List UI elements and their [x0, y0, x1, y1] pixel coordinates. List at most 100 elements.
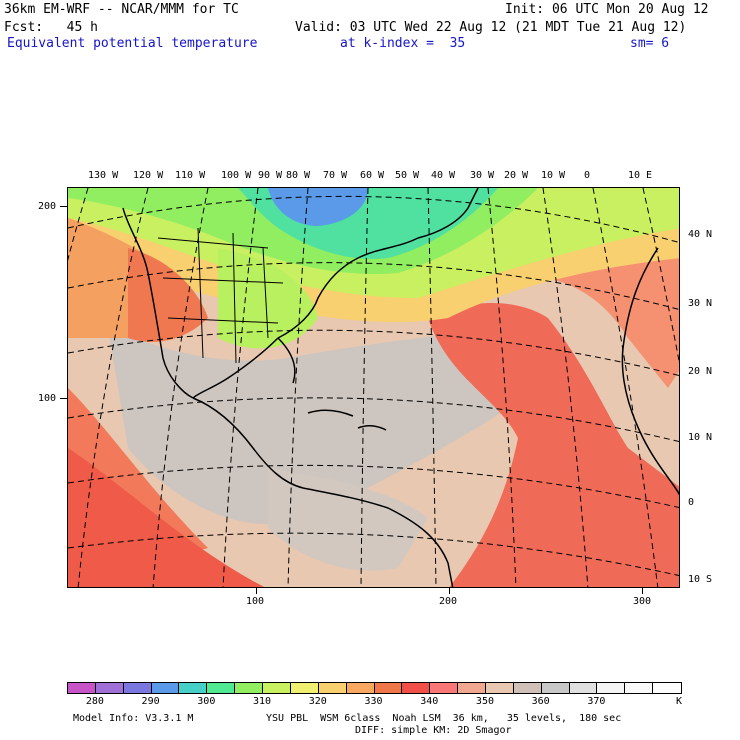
colorbar-swatch — [206, 682, 236, 694]
lon-label: 50 W — [395, 170, 420, 181]
lon-label: 60 W — [360, 170, 385, 181]
coast-central-america — [192, 397, 304, 489]
lon-label: 40 W — [431, 170, 456, 181]
lon-line-40w — [592, 188, 659, 587]
lon-label: 100 W — [221, 170, 252, 181]
coastlines — [122, 188, 679, 587]
lat-label: 40 N — [688, 229, 713, 240]
colorbar-label: 300 — [197, 696, 216, 707]
colorbar-swatch — [373, 682, 403, 694]
colorbar-label: 310 — [253, 696, 272, 707]
forecast-hour: Fcst: 45 h — [4, 20, 98, 35]
colorbar-swatch — [178, 682, 208, 694]
coast-canada-east — [417, 188, 479, 239]
gray-field-south — [268, 468, 428, 571]
colorbar-swatch — [401, 682, 431, 694]
lon-label: 10 W — [541, 170, 566, 181]
colorbar-label: 370 — [587, 696, 606, 707]
colorbar-swatch — [596, 682, 626, 694]
model-title: 36km EM-WRF -- NCAR/MMM for TC — [4, 2, 239, 17]
colorbar-swatch — [540, 682, 571, 694]
red-field-atlantic — [428, 303, 679, 587]
colorbar-swatch — [317, 682, 348, 694]
coast-gulf-mexico — [192, 337, 279, 399]
lon-label: 30 W — [470, 170, 495, 181]
lon-line-120w — [77, 188, 149, 587]
lon-label: 0 — [584, 170, 591, 181]
field-name: Equivalent potential temperature — [7, 36, 258, 51]
colorbar-swatch — [345, 682, 375, 694]
state-line-1 — [157, 237, 269, 249]
colorbar-swatch — [150, 682, 180, 694]
colorbar-swatch — [512, 682, 543, 694]
colorbar-label: 280 — [85, 696, 104, 707]
orange-field-atlantic-north — [498, 248, 679, 388]
colorbar-swatch — [484, 682, 515, 694]
lon-label: 90 W — [258, 170, 283, 181]
lon-label: 130 W — [88, 170, 119, 181]
physics-line-2: DIFF: simple KM: 2D Smagor — [355, 725, 512, 736]
model-info: Model Info: V3.3.1 M — [73, 713, 194, 724]
level-info: at k-index = 35 — [340, 36, 466, 51]
lon-line-60w — [487, 188, 517, 587]
colorbar-swatch — [568, 682, 598, 694]
lon-line-90w — [287, 188, 309, 587]
x-tick-100 — [256, 588, 257, 594]
colorbar-swatch — [67, 682, 97, 694]
state-line-6 — [262, 247, 269, 339]
lat-label: 10 S — [688, 574, 713, 585]
colorbar-label: 290 — [141, 696, 160, 707]
y-grid-label-200: 200 — [38, 201, 57, 212]
colorbar-swatch — [94, 682, 125, 694]
colorbar-swatch — [234, 682, 264, 694]
colorbar-swatch — [429, 682, 459, 694]
lat-line-30n — [68, 262, 679, 310]
lon-label: 80 W — [286, 170, 311, 181]
blue-patch-hudson — [268, 188, 368, 226]
coast-cuba — [307, 409, 354, 417]
lat-label: 10 N — [688, 432, 713, 443]
colorbar-label: 340 — [420, 696, 439, 707]
coast-us-east — [277, 237, 419, 339]
lon-label: 110 W — [175, 170, 206, 181]
colorbar-swatch — [624, 682, 654, 694]
y-grid-label-100: 100 — [38, 393, 57, 404]
lon-line-30w — [642, 188, 679, 364]
x-tick-300 — [642, 588, 643, 594]
lon-label: 20 W — [504, 170, 529, 181]
x-grid-label-200: 200 — [439, 596, 458, 607]
init-time: Init: 06 UTC Mon 20 Aug 12 — [505, 2, 709, 17]
green-field-eastern-us — [218, 248, 318, 349]
colorbar-swatch — [262, 682, 292, 694]
colorbar-swatch — [652, 682, 683, 694]
colorbar-label: 360 — [531, 696, 550, 707]
smoothing-info: sm= 6 — [630, 36, 670, 51]
lon-label: 120 W — [133, 170, 164, 181]
state-line-4 — [197, 227, 204, 359]
coast-africa-west — [621, 247, 679, 496]
colorbar-swatch — [122, 682, 153, 694]
lon-label: 10 E — [628, 170, 653, 181]
lat-line-20n — [68, 329, 679, 377]
lat-line-40n — [68, 195, 679, 243]
y-tick-100 — [60, 398, 67, 399]
lon-label: 70 W — [323, 170, 348, 181]
colorbar-label: 320 — [308, 696, 327, 707]
map-canvas — [68, 188, 679, 587]
coast-south-america-north — [302, 487, 454, 587]
lon-line-70w — [427, 188, 437, 587]
lon-line-50w — [542, 188, 589, 587]
state-line-5 — [232, 232, 237, 364]
coast-west-mexico — [122, 207, 194, 399]
colorbar-label: 350 — [475, 696, 494, 707]
colorbar-swatch — [289, 682, 320, 694]
graticule — [68, 188, 679, 587]
lat-label: 30 N — [688, 298, 713, 309]
lat-label: 0 — [688, 497, 695, 508]
colorbar-swatch — [457, 682, 487, 694]
lon-line-80w — [360, 188, 369, 587]
state-borders — [157, 227, 284, 364]
x-tick-200 — [449, 588, 450, 594]
physics-line-1: YSU PBL WSM 6class Noah LSM 36 km, 35 le… — [266, 713, 622, 724]
coast-hispaniola — [357, 425, 387, 431]
